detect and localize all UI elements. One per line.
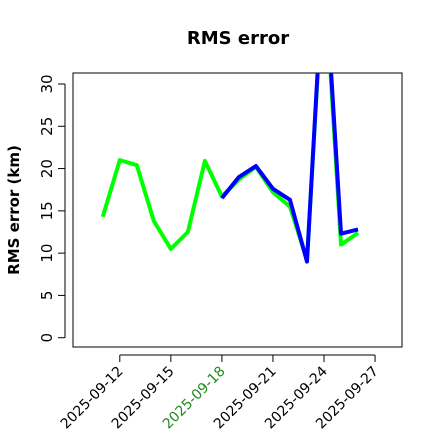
- y-tick-label: 30: [38, 74, 56, 93]
- chart-title: RMS error: [187, 28, 289, 49]
- series-line: [220, 73, 359, 264]
- y-tick-label: 20: [38, 159, 56, 178]
- y-tick-label: 10: [38, 244, 56, 263]
- y-tick-label: 0: [38, 333, 56, 343]
- y-tick-label: 25: [38, 117, 56, 136]
- y-axis-label: RMS error (km): [5, 145, 23, 275]
- plot-frame: [72, 72, 403, 348]
- y-tick-label: 15: [38, 201, 56, 220]
- plot-area: [100, 73, 360, 264]
- y-tick-label: 5: [38, 291, 56, 301]
